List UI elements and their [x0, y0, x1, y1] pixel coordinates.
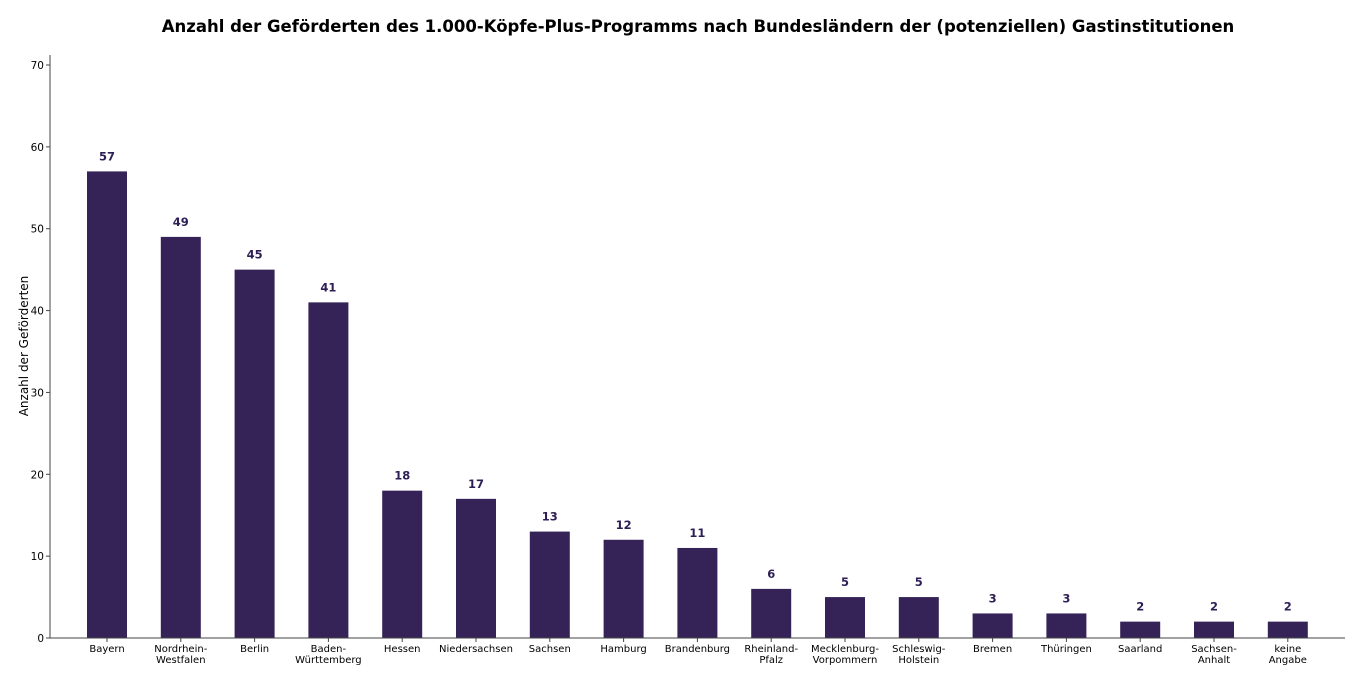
data-label: 12 — [616, 518, 632, 532]
y-tick-label: 70 — [31, 60, 44, 72]
data-label: 45 — [247, 248, 263, 262]
x-tick-label: Thüringen — [1040, 644, 1092, 655]
data-label: 3 — [1062, 591, 1070, 605]
y-tick-label: 10 — [31, 551, 44, 563]
bar — [308, 302, 349, 638]
data-label: 2 — [1210, 600, 1218, 614]
bar — [751, 588, 792, 638]
x-tick-label-line: Württemberg — [295, 655, 362, 666]
x-tick-label: Schleswig-Holstein — [892, 644, 946, 666]
x-tick-label-line: Saarland — [1118, 644, 1162, 655]
x-tick-label-line: Brandenburg — [665, 644, 730, 655]
data-label: 2 — [1284, 600, 1292, 614]
bar — [456, 498, 496, 638]
x-tick-label: Niedersachsen — [439, 644, 513, 655]
x-tick-label-line: Sachsen — [529, 644, 571, 655]
data-label: 49 — [173, 215, 189, 229]
x-tick-label-line: Angabe — [1269, 655, 1307, 666]
chart-title: Anzahl der Geförderten des 1.000-Köpfe-P… — [162, 17, 1235, 36]
bar — [898, 597, 939, 638]
x-tick-label: Bayern — [89, 644, 124, 655]
x-tick-label-line: Pfalz — [759, 655, 783, 666]
data-label: 18 — [394, 469, 410, 483]
x-tick-label-line: Niedersachsen — [439, 644, 513, 655]
x-tick-label: Sachsen-Anhalt — [1191, 644, 1237, 666]
data-label: 13 — [542, 510, 558, 524]
x-tick-label: Sachsen — [529, 644, 571, 655]
bars-group — [87, 171, 1308, 638]
x-tick-label-line: Mecklenburg- — [811, 644, 879, 655]
bar — [87, 171, 127, 638]
bar — [160, 236, 201, 638]
bar — [677, 547, 718, 638]
bar — [825, 597, 865, 638]
x-tick-label-line: Berlin — [240, 644, 269, 655]
x-tick-label-line: Westfalen — [156, 655, 206, 666]
bar — [1194, 621, 1234, 638]
bar — [382, 490, 423, 638]
y-axis-label: Anzahl der Geförderten — [17, 276, 31, 417]
x-axis: Bayern Nordrhein-Westfalen Berlin Baden-Wür… — [50, 637, 1345, 666]
x-tick-label: Nordrhein-Westfalen — [154, 644, 207, 666]
x-tick-label-line: Anhalt — [1198, 655, 1230, 666]
x-tick-label-line: Rheinland- — [744, 644, 798, 655]
bar — [1267, 621, 1308, 638]
data-label: 2 — [1136, 600, 1144, 614]
bar — [1120, 621, 1161, 638]
x-tick-label-line: Sachsen- — [1191, 644, 1237, 655]
y-tick-label: 0 — [37, 633, 44, 645]
x-tick-label-line: Holstein — [898, 655, 939, 666]
y-tick-label: 40 — [31, 306, 44, 318]
y-tick-label: 60 — [31, 142, 44, 154]
bar — [972, 613, 1013, 638]
x-tick-label-line: Vorpommern — [813, 655, 878, 666]
x-tick-label: keine Angabe — [1269, 644, 1307, 666]
x-tick-label: Berlin — [240, 644, 269, 655]
data-label: 17 — [468, 477, 484, 491]
data-label: 57 — [99, 149, 115, 163]
x-tick-label-line: Hessen — [384, 644, 421, 655]
data-label: 41 — [320, 280, 336, 294]
x-tick-label-line: Nordrhein- — [154, 644, 207, 655]
bar — [529, 531, 570, 638]
x-tick-label-line: Baden- — [311, 644, 347, 655]
y-tick-label: 50 — [31, 224, 44, 236]
data-label: 11 — [689, 526, 705, 540]
x-tick-label: Brandenburg — [665, 644, 730, 655]
data-label: 6 — [767, 567, 775, 581]
data-label: 5 — [915, 575, 923, 589]
y-axis: 0 10 20 30 40 50 60 70 — [31, 55, 51, 645]
x-tick-label-line: Bayern — [89, 644, 124, 655]
data-label: 3 — [989, 591, 997, 605]
x-tick-label-line: Hamburg — [600, 644, 646, 655]
data-labels-group: 57 49 45 41 18 17 13 12 11 6 5 5 3 3 2 2 2 — [99, 149, 1292, 613]
x-tick-label: Rheinland-Pfalz — [744, 644, 798, 666]
x-tick-label-line: keine — [1274, 644, 1301, 655]
x-tick-label: Hessen — [384, 644, 421, 655]
data-label: 5 — [841, 575, 849, 589]
x-tick-label: Bremen — [973, 644, 1012, 655]
y-tick-label: 20 — [31, 469, 44, 481]
x-tick-label: Saarland — [1118, 644, 1162, 655]
x-tick-label: Mecklenburg-Vorpommern — [811, 644, 879, 666]
x-tick-label-line: Thüringen — [1040, 644, 1092, 655]
bar — [1046, 613, 1087, 638]
x-tick-label-line: Bremen — [973, 644, 1012, 655]
x-tick-label: Baden-Württemberg — [295, 644, 362, 666]
x-tick-label: Hamburg — [600, 644, 646, 655]
bar — [234, 269, 275, 638]
x-tick-label-line: Schleswig- — [892, 644, 946, 655]
y-tick-label: 30 — [31, 387, 44, 399]
bar — [603, 539, 644, 638]
